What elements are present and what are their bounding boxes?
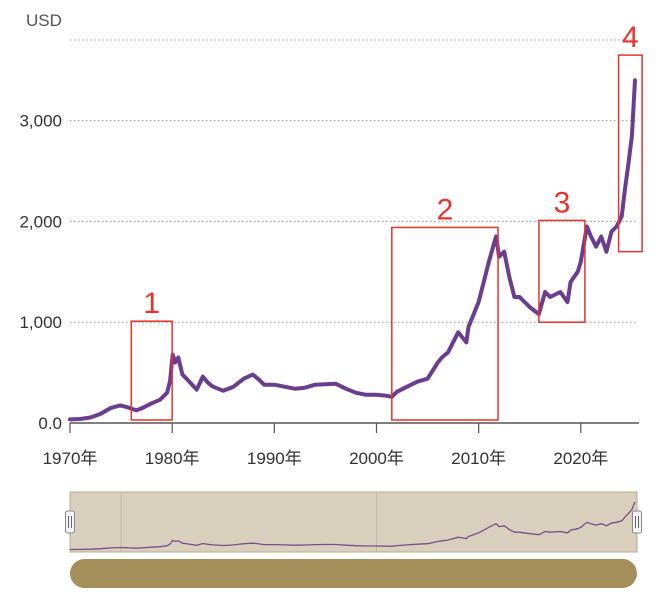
gridlines bbox=[70, 39, 637, 323]
annotations: 1 2 3 4 bbox=[130, 21, 643, 421]
price-series bbox=[68, 78, 637, 422]
y-tick-label: 3,000 bbox=[19, 112, 62, 131]
x-tick-label: 2020年 bbox=[553, 449, 608, 468]
handle-body[interactable] bbox=[632, 510, 642, 534]
handle-body[interactable] bbox=[65, 510, 75, 534]
scrollbar-thumb[interactable] bbox=[70, 559, 637, 588]
annotation-box bbox=[391, 226, 499, 421]
annotation-box bbox=[538, 219, 586, 323]
navigator-window[interactable] bbox=[69, 491, 638, 553]
y-axis: 0.0 1,000 2,000 3,000 bbox=[19, 112, 62, 433]
navigator-right-handle[interactable] bbox=[632, 510, 642, 534]
navigator-left-handle[interactable] bbox=[65, 510, 75, 534]
range-navigator[interactable] bbox=[65, 491, 642, 588]
price-line bbox=[68, 78, 637, 422]
navigator-series bbox=[69, 501, 636, 551]
y-tick-label: 1,000 bbox=[19, 313, 62, 332]
y-tick-label: 2,000 bbox=[19, 212, 62, 231]
x-tick-label: 2000年 bbox=[349, 449, 404, 468]
annotation-label: 3 bbox=[554, 186, 571, 219]
x-tick-label: 1980年 bbox=[145, 449, 200, 468]
x-axis: 1970年 1980年 1990年 2000年 2010年 2020年 bbox=[43, 422, 639, 468]
annotation-label: 4 bbox=[622, 21, 639, 54]
annotation-label: 2 bbox=[437, 193, 454, 226]
x-tick-label: 2010年 bbox=[451, 449, 506, 468]
y-tick-label: 0.0 bbox=[38, 414, 62, 433]
annotation-label: 1 bbox=[143, 287, 160, 320]
annotation-box bbox=[130, 320, 173, 421]
y-unit-label: USD bbox=[26, 11, 62, 30]
annotation-box bbox=[617, 54, 643, 253]
x-tick-label: 1970年 bbox=[43, 449, 98, 468]
x-tick-label: 1990年 bbox=[247, 449, 302, 468]
